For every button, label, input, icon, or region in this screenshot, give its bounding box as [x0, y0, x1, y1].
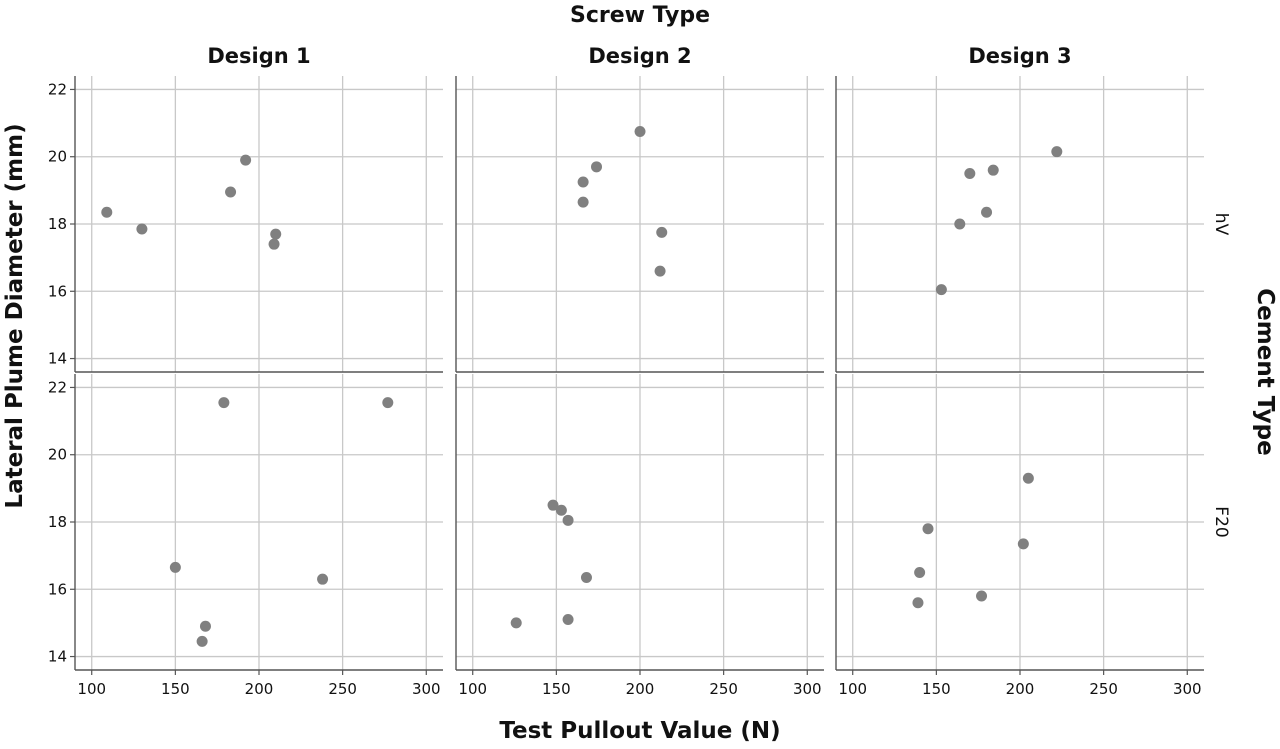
facet-panel: 14 16 18 20 22: [48, 76, 443, 373]
y-tick-label: 20: [48, 446, 67, 464]
data-point: [382, 397, 394, 409]
y-tick-label: 14: [48, 648, 67, 666]
data-point: [912, 597, 924, 609]
data-point: [987, 164, 999, 176]
facet-panel: [835, 76, 1204, 373]
x-tick-label: 100: [458, 680, 487, 698]
y-tick-label: 14: [48, 350, 67, 368]
data-point: [634, 126, 646, 137]
data-point: [562, 614, 574, 626]
x-tick-label: 300: [793, 680, 822, 698]
row-header: F20: [1211, 506, 1231, 537]
data-point: [1022, 472, 1034, 484]
data-point: [976, 590, 988, 602]
data-point: [169, 561, 181, 573]
y-tick-label: 22: [48, 80, 67, 98]
x-tick-label: 150: [542, 680, 571, 698]
data-point: [199, 620, 211, 632]
data-point: [580, 572, 592, 583]
facet-panel: 100 150 200 250 300: [835, 374, 1204, 698]
data-point: [964, 168, 976, 180]
data-point: [240, 154, 252, 166]
column-header: Design 3: [968, 44, 1071, 68]
y-axis-label: Lateral Plume Diameter (mm): [2, 123, 28, 508]
data-point: [656, 226, 668, 238]
y-tick-label: 16: [48, 580, 67, 598]
data-point: [547, 499, 559, 511]
data-point: [922, 523, 934, 535]
x-tick-label: 150: [161, 680, 190, 698]
x-tick-label: 250: [328, 680, 357, 698]
data-point: [591, 161, 603, 173]
data-point: [136, 223, 148, 235]
x-tick-label: 250: [1089, 680, 1118, 698]
x-tick-label: 300: [412, 680, 441, 698]
x-tick-label: 100: [77, 680, 106, 698]
x-tick-label: 200: [626, 680, 655, 698]
data-point: [268, 238, 280, 250]
y-tick-label: 20: [48, 148, 67, 166]
x-axis-label: Test Pullout Value (N): [499, 718, 780, 744]
facet-panel: [455, 76, 824, 373]
data-point: [101, 206, 113, 218]
data-point: [914, 566, 926, 578]
data-point: [317, 573, 329, 585]
y-tick-label: 16: [48, 282, 67, 300]
row-facet-label: Cement Type: [1252, 288, 1278, 455]
data-point: [954, 218, 966, 230]
data-point: [510, 617, 522, 629]
x-tick-label: 200: [245, 680, 274, 698]
y-tick-label: 18: [48, 215, 67, 233]
data-point: [935, 284, 947, 296]
y-tick-label: 18: [48, 513, 67, 531]
column-header: Design 1: [207, 44, 310, 68]
x-tick-label: 150: [922, 680, 951, 698]
data-point: [654, 265, 666, 277]
row-header: hV: [1211, 213, 1231, 236]
column-header: Design 2: [588, 44, 691, 68]
data-point: [218, 397, 230, 409]
data-point: [577, 176, 589, 188]
x-tick-label: 100: [838, 680, 867, 698]
data-point: [577, 196, 589, 208]
data-point: [555, 504, 567, 516]
data-point: [562, 514, 574, 526]
data-point: [1017, 538, 1029, 550]
data-point: [270, 228, 282, 240]
chart-title: Screw Type: [570, 3, 710, 28]
data-point: [225, 186, 237, 198]
facet-panel: 100 150 200 250 300: [455, 374, 824, 698]
data-point: [981, 206, 993, 218]
x-tick-label: 200: [1006, 680, 1035, 698]
x-tick-label: 300: [1173, 680, 1202, 698]
y-tick-label: 22: [48, 378, 67, 396]
facet-grid: Design 1 Design 2 Design 3hVF2014161820221…: [48, 44, 1231, 698]
data-point: [196, 635, 208, 647]
facet-panel: 14 16 18 20 22 100 150 200 250 300: [48, 374, 443, 698]
data-point: [1051, 146, 1063, 158]
x-tick-label: 250: [709, 680, 738, 698]
